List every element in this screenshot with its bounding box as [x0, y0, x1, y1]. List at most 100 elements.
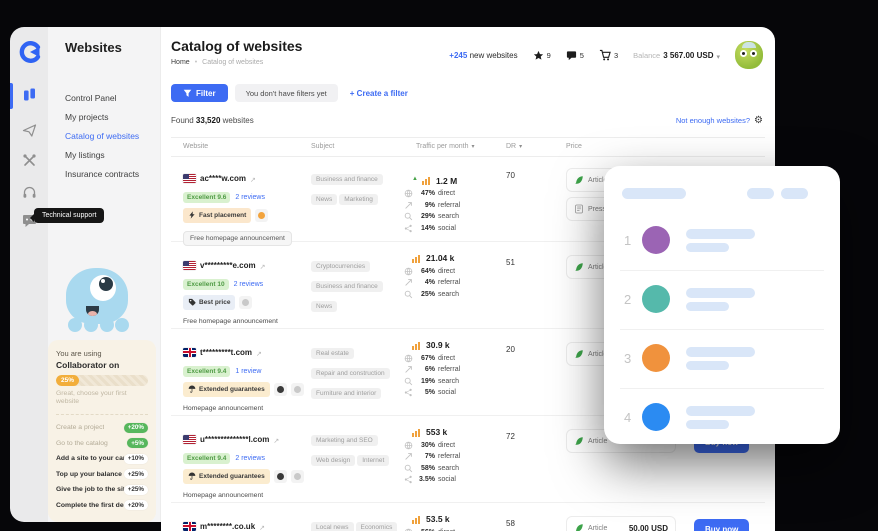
buy-cell: Buy now — [694, 519, 750, 531]
traffic-breakdown-line: 56%direct — [404, 527, 512, 531]
balance-dropdown[interactable]: Balance 3 567.00 USD — [633, 46, 720, 64]
website-domain[interactable]: v*********e.com — [200, 260, 256, 270]
feature-label: Best price — [199, 299, 231, 306]
traffic-breakdown-line: 30% direct — [404, 440, 512, 452]
onboarding-task[interactable]: Top up your balance in ... +25% — [56, 466, 148, 482]
price-cell: Article 50.00 USD — [566, 516, 676, 531]
globe-icon — [404, 354, 413, 363]
reviews-link[interactable]: 2 reviews — [235, 194, 265, 201]
column-dr-sort[interactable]: DR — [506, 143, 522, 150]
step-number: 1 — [624, 233, 632, 248]
sidebar-nav-item[interactable]: Control Panel — [65, 89, 156, 108]
external-link-icon[interactable] — [256, 343, 262, 361]
external-link-icon[interactable] — [260, 256, 266, 274]
traffic-value: 21.04 k — [426, 253, 455, 263]
reviews-link[interactable]: 1 review — [235, 368, 262, 375]
sidebar-section-title: Websites — [65, 40, 122, 55]
breakdown-label: search — [438, 377, 460, 385]
breakdown-percent: 6% — [424, 366, 435, 374]
create-filter-link[interactable]: + Create a filter — [349, 88, 408, 98]
feature-chips — [273, 470, 304, 483]
grey-chip-icon — [290, 470, 304, 483]
filter-toolbar: Filter You don't have filters yet + Crea… — [171, 84, 408, 102]
breadcrumb-home[interactable]: Home — [171, 59, 190, 66]
breakdown-percent: 3.5% — [419, 476, 435, 484]
onboarding-task[interactable]: Give the job to the site +25% — [56, 482, 148, 498]
sidebar-nav-label: Control Panel — [65, 93, 117, 103]
sidebar-nav-item[interactable]: Catalog of websites — [65, 127, 156, 146]
avatar[interactable] — [735, 41, 763, 69]
column-traffic-sort[interactable]: Traffic per month — [416, 143, 475, 150]
no-filters-note: You don't have filters yet — [234, 84, 338, 102]
price-option-dropdown[interactable]: Article 50.00 USD — [566, 516, 676, 531]
globe-icon — [404, 441, 413, 450]
breakdown-percent: 29% — [420, 213, 435, 221]
share-icon — [404, 224, 412, 232]
tools-icon[interactable] — [22, 153, 37, 168]
skeleton-pill — [781, 188, 808, 199]
referral-icon — [405, 201, 412, 209]
referral-icon — [405, 453, 412, 460]
breakdown-percent: 9% — [424, 201, 435, 209]
onboarding-task[interactable]: Go to the catalog +5% — [56, 435, 148, 451]
column-website: Website — [183, 143, 209, 150]
feature-icon — [188, 384, 196, 395]
gear-icon[interactable] — [754, 115, 763, 126]
website-domain[interactable]: t*********t.com — [200, 347, 253, 357]
website-cell: v*********e.com Excellent 10 2 reviews B… — [183, 256, 308, 328]
reviews-link[interactable]: 2 reviews — [235, 455, 265, 462]
favorites-button[interactable]: 9 — [533, 50, 551, 61]
onboarding-task[interactable]: Complete the first deal +20% — [56, 497, 148, 513]
breakdown-label: direct — [438, 190, 456, 198]
external-link-icon[interactable] — [273, 430, 279, 448]
cart-button[interactable]: 3 — [599, 49, 618, 61]
step-number: 3 — [624, 351, 632, 366]
breakdown-label: search — [438, 290, 460, 298]
price-option-label: Article — [588, 176, 608, 184]
skeleton-pill — [747, 188, 774, 199]
messages-button[interactable]: 5 — [566, 50, 584, 61]
website-domain[interactable]: ac****w.com — [200, 173, 246, 183]
step-circle — [642, 285, 670, 313]
sidebar-nav-item[interactable]: My projects — [65, 108, 156, 127]
buy-now-button[interactable]: Buy now — [694, 519, 750, 531]
feature-icon — [188, 471, 196, 482]
skeleton-text-bar — [686, 406, 755, 416]
task-label: Top up your balance in ... — [56, 470, 124, 478]
share-icon — [404, 389, 412, 397]
divider — [56, 413, 148, 415]
breakdown-label: search — [438, 213, 460, 221]
traffic-bars-icon — [421, 177, 430, 185]
subject-cell: Local news Economics — [311, 516, 406, 531]
promo-line1: You are using — [56, 349, 102, 358]
control-panel-icon[interactable] — [22, 87, 37, 102]
dr-value: 20 — [506, 345, 515, 354]
onboarding-task[interactable]: Create a project +20% — [56, 420, 148, 436]
traffic-breakdown: 47% direct 9% referral 29% search 14% social — [404, 188, 512, 234]
not-enough-link[interactable]: Not enough websites? — [675, 116, 751, 125]
feature-badge: Best price — [183, 295, 236, 310]
feature-label: Fast placement — [199, 212, 247, 219]
filter-button[interactable]: Filter — [171, 84, 228, 102]
price-value: 50.00 USD — [628, 523, 668, 531]
breakdown-label: social — [438, 476, 456, 484]
app-logo[interactable] — [18, 40, 42, 64]
breadcrumb-separator — [195, 59, 197, 66]
external-link-icon[interactable] — [250, 169, 256, 187]
sidebar-nav-item[interactable]: My listings — [65, 146, 156, 165]
onboarding-task[interactable]: Add a site to your cart +10% — [56, 451, 148, 467]
paper-plane-icon[interactable] — [22, 123, 37, 138]
reviews-link[interactable]: 2 reviews — [233, 281, 264, 288]
website-domain[interactable]: u**************l.com — [200, 434, 270, 444]
website-cell: u**************l.com Excellent 9.4 2 rev… — [183, 430, 308, 502]
traffic-breakdown-line: 64% direct — [404, 266, 512, 278]
sidebar-nav-item[interactable]: Insurance contracts — [65, 165, 156, 184]
avatar-eye — [740, 50, 747, 57]
country-flag-icon — [183, 173, 196, 183]
skeleton-text-bar — [686, 288, 755, 298]
external-link-icon[interactable] — [259, 517, 265, 531]
website-domain[interactable]: m********.co.uk — [200, 521, 256, 531]
headphones-icon[interactable] — [22, 185, 37, 200]
press-release-icon — [575, 204, 583, 214]
not-enough-websites: Not enough websites? — [676, 115, 763, 126]
